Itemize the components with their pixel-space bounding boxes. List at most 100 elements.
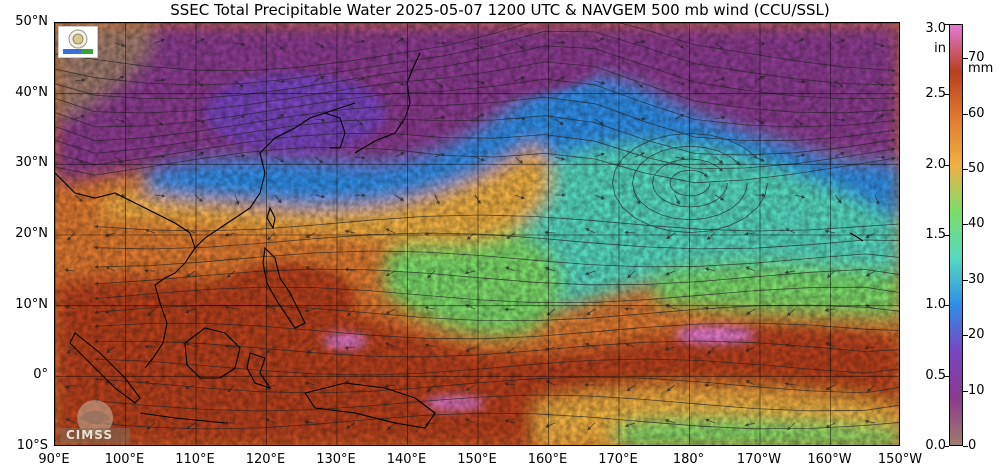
streamline (424, 305, 436, 310)
colorbar-unit-inches: in (934, 41, 946, 56)
coast-borneo (184, 327, 241, 379)
streamline (554, 118, 564, 125)
streamline (714, 42, 724, 50)
lon-tick-label: 170°W (736, 452, 782, 467)
streamline (186, 270, 196, 278)
streamline (105, 266, 116, 272)
lat-tick-label: 50°N (15, 14, 48, 29)
streamline (794, 118, 804, 126)
coast-new-guinea (304, 382, 436, 429)
streamline (394, 80, 405, 86)
streamline (314, 156, 324, 164)
streamline (507, 346, 516, 355)
streamline (474, 156, 486, 162)
streamline (234, 153, 246, 158)
streamline (314, 194, 326, 199)
streamline (874, 80, 885, 87)
streamline (74, 114, 86, 120)
streamline (94, 376, 899, 394)
streamline (544, 266, 556, 272)
lat-tick-label: 30°N (15, 155, 48, 171)
streamline (146, 422, 156, 430)
streamline (514, 156, 524, 164)
streamline (504, 266, 516, 272)
streamline (674, 194, 680, 205)
streamline (94, 357, 899, 376)
colorbar-inch-tick (944, 24, 949, 25)
streamline (265, 384, 276, 390)
streamline (754, 76, 765, 82)
streamline (874, 114, 885, 120)
streamline (344, 229, 356, 234)
colorbar-inch-label: 0.5 (925, 367, 946, 383)
lat-tick-label: 10°S (16, 438, 48, 453)
streamline (385, 228, 396, 234)
streamline (624, 422, 636, 428)
streamline (632, 145, 748, 221)
streamline (354, 118, 364, 126)
streamline (234, 42, 246, 47)
lon-tick-label: 150°W (877, 452, 923, 467)
streamline (634, 152, 645, 158)
streamline (65, 418, 76, 424)
streamline (544, 230, 556, 235)
colorbar-inch-label: 2.5 (925, 86, 946, 102)
streamline (465, 346, 476, 352)
streamline (424, 231, 436, 236)
streamline (354, 155, 366, 160)
streamline (627, 270, 636, 279)
streamline (345, 422, 356, 429)
streamline (624, 342, 636, 348)
graticule (55, 23, 899, 445)
streamline (754, 156, 765, 162)
streamline (194, 118, 206, 124)
streamline (784, 343, 796, 348)
streamline (55, 61, 896, 114)
streamline (826, 270, 836, 279)
streamline (674, 42, 685, 49)
streamline (194, 80, 205, 87)
streamline (226, 270, 236, 278)
lon-tick-label: 180° (672, 452, 705, 467)
streamline (664, 418, 676, 424)
streamline (626, 384, 636, 392)
streamline (744, 422, 756, 427)
streamline (586, 308, 596, 316)
streamline (794, 194, 806, 199)
streamline (314, 117, 326, 122)
streamline (114, 156, 125, 163)
streamline (506, 232, 516, 240)
streamline (104, 308, 116, 314)
streamline (594, 194, 605, 200)
streamline (94, 250, 899, 269)
streamline (266, 346, 276, 353)
colorbar (949, 24, 963, 446)
streamline (434, 194, 440, 205)
streamline (224, 344, 236, 349)
streamline (184, 384, 196, 390)
streamline (344, 267, 356, 272)
streamline (424, 422, 436, 427)
lat-tick-label: 10°N (15, 296, 48, 312)
streamline (74, 194, 83, 203)
streamline (64, 305, 76, 310)
streamline (55, 45, 896, 101)
colorbar-mm-tick (963, 279, 968, 281)
colorbar-mm-tick (963, 446, 968, 447)
streamline (474, 80, 486, 85)
streamline (424, 343, 436, 348)
colorbar-mm-tick (963, 390, 968, 392)
coast-asia-mainland (55, 172, 196, 369)
lon-tick-label: 140°E (386, 452, 427, 467)
streamline (184, 228, 196, 234)
streamline (794, 38, 805, 44)
streamline (794, 153, 806, 158)
streamline (865, 270, 876, 277)
colorbar-mm-label: 10 (968, 382, 985, 398)
streamline (787, 422, 796, 431)
streamline (634, 80, 644, 88)
streamline (504, 307, 516, 312)
streamline (265, 418, 276, 424)
colorbar-mm-label: 50 (968, 161, 985, 177)
streamline (745, 308, 756, 315)
